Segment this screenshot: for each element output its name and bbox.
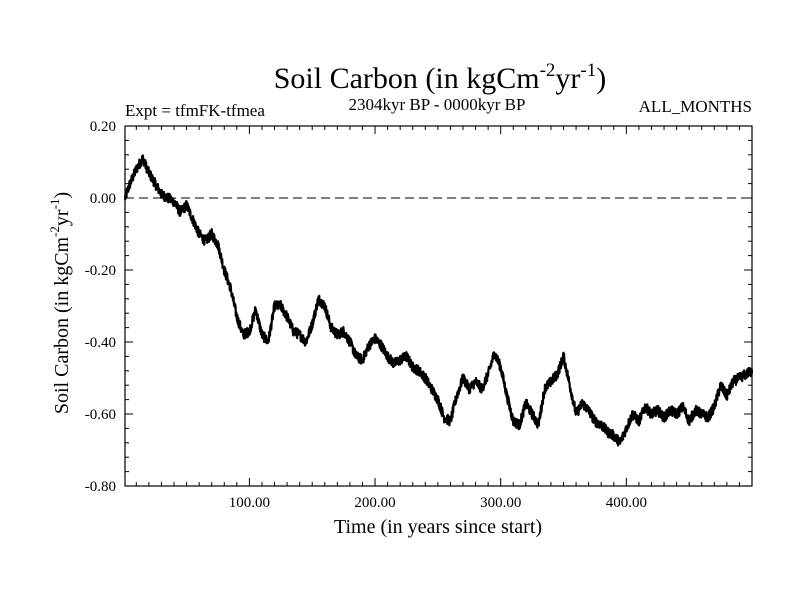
plot-frame <box>124 125 753 487</box>
y-tick-label: 0.00 <box>90 191 116 207</box>
chart-title-exp1: -2 <box>540 60 556 81</box>
y-axis-label-exp1: -2 <box>47 226 62 237</box>
y-tick-label: -0.60 <box>85 407 116 423</box>
chart-title-end: ) <box>596 62 606 95</box>
chart-title: Soil Carbon (in kgCm-2yr-1) <box>274 60 607 95</box>
series-line-soil-carbon <box>123 154 754 447</box>
y-axis-label-exp2: -1 <box>47 199 62 210</box>
chart-title-mid: yr <box>555 62 580 95</box>
date-range-label: 2304kyr BP - 0000kyr BP <box>349 95 526 114</box>
experiment-label: Expt = tfmFK-tfmea <box>125 101 265 120</box>
y-axis-label-end: ) <box>51 192 73 199</box>
months-label: ALL_MONTHS <box>639 97 752 116</box>
chart-title-exp2: -1 <box>580 60 596 81</box>
axis-ticks <box>125 125 752 487</box>
x-axis-label: Time (in years since start) <box>334 516 542 538</box>
x-tick-label: 300.00 <box>480 495 521 511</box>
x-tick-label: 400.00 <box>606 495 647 511</box>
x-tick-label: 200.00 <box>354 495 395 511</box>
tick-labels: 100.00 200.00 300.00 400.00 0.20 0.00 -0.20 -0.… <box>85 119 647 511</box>
y-tick-label: -0.20 <box>85 263 116 279</box>
y-tick-label: 0.20 <box>90 119 116 135</box>
y-axis-label: Soil Carbon (in kgCm-2yr-1) <box>47 192 73 414</box>
y-tick-label: -0.80 <box>85 479 116 495</box>
y-tick-label: -0.40 <box>85 335 116 351</box>
x-tick-label: 100.00 <box>229 495 270 511</box>
y-axis-label-mid: yr <box>51 209 73 226</box>
chart-title-main: Soil Carbon (in kgCm <box>274 62 540 95</box>
y-axis-label-main: Soil Carbon (in kgCm <box>51 236 73 414</box>
